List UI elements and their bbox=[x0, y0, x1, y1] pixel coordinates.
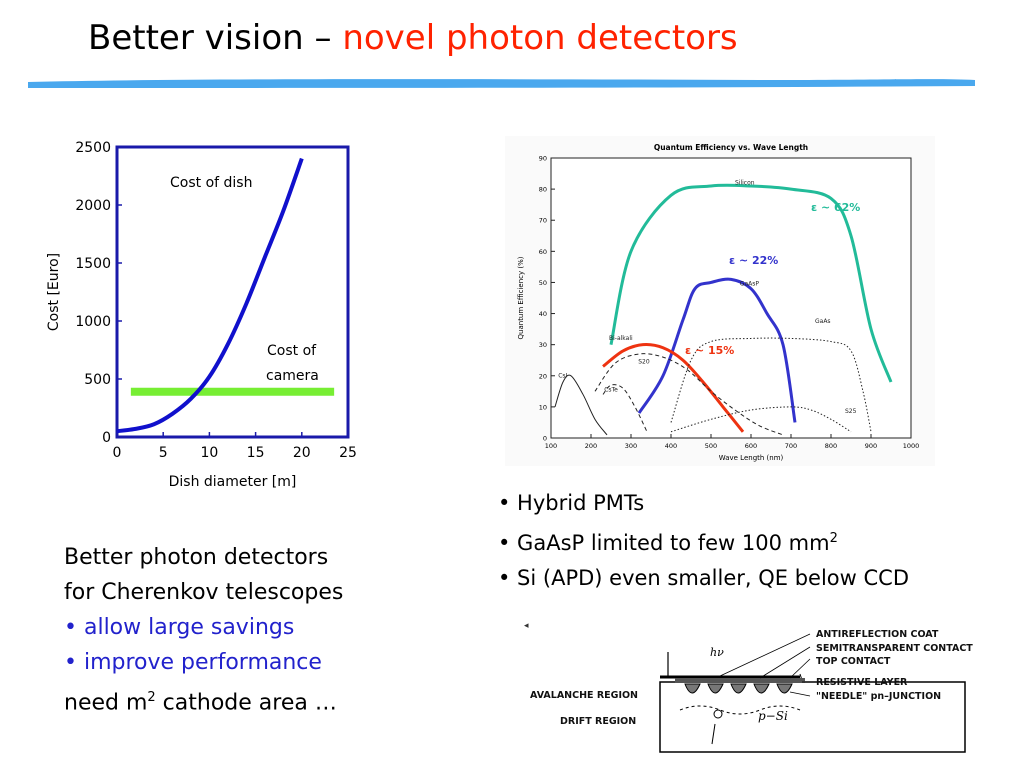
annotation-cost-of-camera-line2: camera bbox=[266, 368, 319, 384]
bullet-hybrid-pmts: • Hybrid PMTs bbox=[498, 491, 645, 515]
label-resistive: RESISTIVE LAYER bbox=[816, 677, 908, 688]
svg-text:◂: ◂ bbox=[524, 621, 529, 631]
series-silicon bbox=[609, 183, 893, 383]
qe-x-tick-label: 700 bbox=[785, 442, 797, 450]
qe-x-tick-label: 300 bbox=[625, 442, 637, 450]
cost-chart: 0 5 10 15 20 25 0 500 1000 1500 2000 2500 Dish diame… bbox=[46, 140, 357, 490]
qe-annotation: S20 bbox=[638, 358, 650, 365]
qe-x-tick-label: 1000 bbox=[903, 442, 920, 450]
series-gaasp bbox=[637, 277, 797, 423]
slide-title: Better vision – novel photon detectors bbox=[88, 18, 738, 58]
qe-x-tick-label: 800 bbox=[825, 442, 837, 450]
qe-annotation: ε ~ 62% bbox=[811, 201, 860, 214]
bullet-savings: • allow large savings bbox=[64, 615, 295, 640]
cost-x-tick-label: 10 bbox=[200, 445, 218, 461]
series-csi bbox=[554, 374, 608, 436]
qe-y-tick-label: 90 bbox=[539, 155, 547, 163]
bullet-si-apd: • Si (APD) even smaller, QE below CCD bbox=[498, 566, 910, 590]
cost-plot-frame bbox=[115, 145, 350, 439]
cost-y-tick-label: 1500 bbox=[75, 256, 111, 272]
cost-x-axis-label: Dish diameter [m] bbox=[169, 474, 297, 490]
title-black: Better vision – bbox=[88, 18, 332, 58]
series-s20 bbox=[594, 353, 784, 436]
apd-needles bbox=[684, 683, 793, 694]
qe-annotation: GaAs bbox=[815, 318, 831, 325]
qe-x-tick-label: 500 bbox=[705, 442, 717, 450]
qe-y-tick-label: 40 bbox=[539, 310, 547, 318]
qe-annotation: Bi-alkali bbox=[609, 335, 633, 342]
qe-annotation: Silicon bbox=[735, 179, 755, 186]
qe-y-tick-label: 50 bbox=[539, 279, 547, 287]
qe-annotation: GaAsP bbox=[740, 281, 760, 288]
qe-annotation: ε ~ 22% bbox=[729, 254, 778, 267]
label-antireflection: ANTIREFLECTION COAT bbox=[816, 629, 939, 640]
qe-x-axis-label: Wave Length (nm) bbox=[719, 454, 784, 462]
qe-y-tick-label: 70 bbox=[539, 217, 547, 225]
qe-x-tick-label: 100 bbox=[545, 442, 557, 450]
cost-y-tick-label: 0 bbox=[102, 430, 111, 446]
bullet-performance: • improve performance bbox=[64, 650, 322, 675]
left-line1: Better photon detectors bbox=[64, 545, 329, 570]
qe-x-tick-label: 600 bbox=[745, 442, 757, 450]
qe-annotation: CsTe bbox=[604, 386, 618, 393]
qe-x-tick-label: 900 bbox=[865, 442, 877, 450]
qe-y-tick-label: 60 bbox=[539, 248, 547, 256]
cost-y-tick-label: 500 bbox=[84, 372, 111, 388]
label-semitransparent: SEMITRANSPARENT CONTACT bbox=[816, 643, 973, 654]
qe-y-tick-label: 10 bbox=[539, 403, 547, 411]
qe-y-tick-label: 20 bbox=[539, 372, 547, 380]
series-s25 bbox=[670, 406, 852, 433]
annotation-cost-of-camera-line1: Cost of bbox=[267, 343, 317, 359]
apd-psi: p−Si bbox=[758, 709, 788, 723]
annotation-cost-of-dish: Cost of dish bbox=[170, 175, 252, 191]
left-text: Better photon detectors for Cherenkov te… bbox=[64, 540, 343, 720]
cost-y-tick-label: 1000 bbox=[75, 314, 111, 330]
apd-diagram: ◂ hν p−Si ANTIREFLECTION COAT SEMITRANSP… bbox=[520, 612, 975, 754]
qe-annotation: S25 bbox=[845, 408, 857, 415]
qe-x-tick-label: 200 bbox=[585, 442, 597, 450]
apd-substrate bbox=[659, 681, 966, 753]
qe-x-tick-label: 400 bbox=[665, 442, 677, 450]
cost-x-tick-label: 15 bbox=[247, 445, 265, 461]
qe-annotation: CsI bbox=[558, 372, 567, 379]
title-underline bbox=[28, 79, 975, 88]
series-bi-alkali bbox=[602, 343, 745, 433]
bullet-gaasp: • GaAsP limited to few 100 mm2 bbox=[498, 531, 838, 555]
qe-title: Quantum Efficiency vs. Wave Length bbox=[654, 143, 808, 152]
label-avalanche: AVALANCHE REGION bbox=[530, 690, 638, 701]
cost-x-tick-label: 25 bbox=[339, 445, 357, 461]
title-red: novel photon detectors bbox=[342, 18, 738, 58]
left-line5: need m2 cathode area … bbox=[64, 690, 337, 716]
left-line2: for Cherenkov telescopes bbox=[64, 580, 344, 605]
cost-y-axis-label: Cost [Euro] bbox=[46, 253, 62, 331]
qe-y-tick-label: 30 bbox=[539, 341, 547, 349]
series-cste bbox=[602, 384, 648, 432]
label-needle: "NEEDLE" pn–JUNCTION bbox=[816, 691, 941, 702]
cost-x-tick-label: 20 bbox=[293, 445, 311, 461]
cost-y-tick-label: 2500 bbox=[75, 140, 111, 156]
apd-hv: hν bbox=[710, 646, 724, 659]
qe-y-tick-label: 0 bbox=[543, 435, 547, 443]
qe-y-axis-label: Quantum Efficiency (%) bbox=[517, 256, 525, 339]
right-bullets: • Hybrid PMTs • GaAsP limited to few 100… bbox=[498, 486, 909, 596]
cost-x-tick-label: 5 bbox=[159, 445, 168, 461]
cost-y-tick-label: 2000 bbox=[75, 198, 111, 214]
series-cost-of-dish bbox=[116, 157, 304, 434]
qe-y-tick-label: 80 bbox=[539, 186, 547, 194]
qe-annotation: ε ~ 15% bbox=[685, 344, 734, 357]
cost-x-tick-label: 0 bbox=[113, 445, 122, 461]
label-top-contact: TOP CONTACT bbox=[816, 656, 891, 667]
label-drift: DRIFT REGION bbox=[560, 716, 636, 727]
qe-plot-frame bbox=[550, 157, 912, 439]
